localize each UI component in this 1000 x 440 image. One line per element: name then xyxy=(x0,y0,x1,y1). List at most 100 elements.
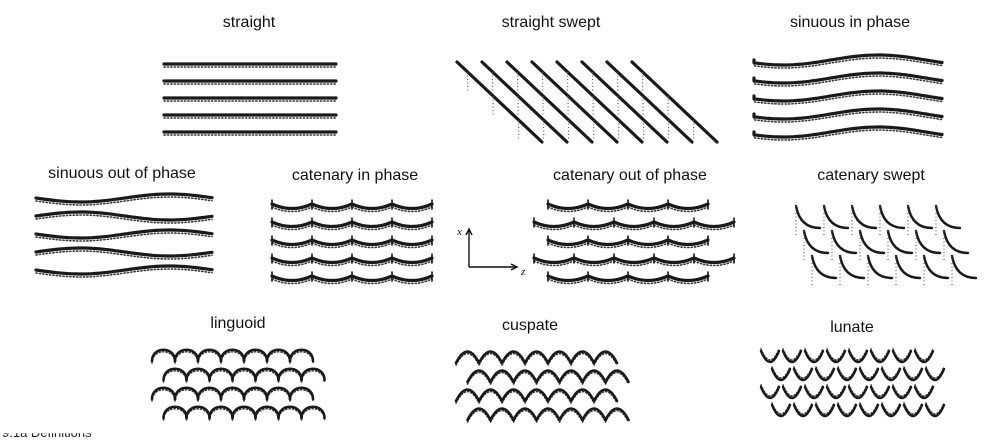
cuspate-ripple-crest xyxy=(477,350,504,365)
caption-fragment: 9.1a Definitions xyxy=(2,425,92,440)
cuspate-ripple-crest xyxy=(512,369,538,384)
cuspate-ripple-crest xyxy=(466,407,492,422)
cuspate-ripple-crest xyxy=(558,369,584,384)
catenary-out-of-phase-ripple-crest xyxy=(546,238,710,247)
swept-ripple-crest xyxy=(580,60,669,144)
catenary-swept-crest xyxy=(850,204,878,230)
sinuous-in-phase-ripple-crest xyxy=(752,107,944,121)
catenary-out-of-phase-ripple-lee-face xyxy=(533,224,735,231)
catenary-swept-crest xyxy=(894,254,922,280)
sinuous-in-phase-ripple-lee-face xyxy=(753,57,943,69)
lunate-ripple-crest xyxy=(891,349,913,364)
cuspate-ripple-crest xyxy=(592,350,619,365)
sinuous-in-phase-ripple-lee-face xyxy=(753,93,943,105)
catenary-out-of-phase-ripple-crest xyxy=(546,274,710,283)
lunate-ripple-crest xyxy=(825,349,847,364)
catenary-swept-crest xyxy=(950,254,978,280)
lunate-ripple-crest xyxy=(781,385,803,400)
catenary-swept-crest xyxy=(802,229,830,255)
sinuous-out-of-phase-ripple-crest xyxy=(34,210,214,222)
catenary-in-phase-ripple-crest xyxy=(270,220,434,229)
swept-ripple-crest xyxy=(455,60,544,144)
sinuous-out-of-phase-ripple-crest xyxy=(34,246,214,258)
cuspate-ripple-crest xyxy=(454,388,481,403)
cuspate-ripple-crest xyxy=(466,369,492,384)
cuspate-ripple-crest xyxy=(569,350,596,365)
swept-ripple-crest xyxy=(630,60,719,144)
catenary-out-of-phase-ripple-lee-face xyxy=(533,260,735,267)
cuspate-ripple-crest xyxy=(558,407,584,422)
cuspate-ripple-crest xyxy=(581,407,607,422)
ripple-straight-illustration xyxy=(162,62,338,136)
label-lunate: lunate xyxy=(830,319,874,336)
catenary-out-of-phase-ripple-crest xyxy=(546,202,710,211)
linguoid-ripple-crest xyxy=(288,348,315,363)
linguoid-ripple-crest xyxy=(288,386,315,401)
ripple-lunate-illustration xyxy=(759,348,946,418)
catenary-out-of-phase-ripple-crest xyxy=(532,256,736,265)
lunate-ripple-crest xyxy=(792,403,814,418)
catenary-swept-crest xyxy=(878,204,906,230)
swept-ripple-crest xyxy=(605,60,694,144)
lunate-ripple-crest xyxy=(880,403,902,418)
catenary-in-phase-ripple-crest xyxy=(270,238,434,247)
lunate-ripple-crest xyxy=(770,367,792,382)
sinuous-in-phase-ripple-lee-face xyxy=(753,75,943,87)
sinuous-in-phase-ripple-crest xyxy=(752,71,944,85)
sinuous-out-of-phase-ripple-lee-face xyxy=(35,196,213,206)
ripple-catenary-swept-illustration xyxy=(794,204,978,286)
sinuous-out-of-phase-ripple-lee-face xyxy=(35,232,213,242)
catenary-swept-crest xyxy=(942,229,970,255)
sinuous-in-phase-ripple-lee-face xyxy=(753,129,943,141)
axis-orientation-diagram: xz xyxy=(456,226,526,278)
sinuous-out-of-phase-ripple-crest xyxy=(34,264,214,276)
ripple-catenary-in-phase-illustration xyxy=(270,199,434,285)
catenary-out-of-phase-ripple-lee-face xyxy=(547,278,709,285)
linguoid-ripple-crest xyxy=(300,405,326,420)
catenary-swept-crest xyxy=(822,204,850,230)
catenary-in-phase-ripple-lee-face xyxy=(271,260,433,267)
lunate-ripple-crest xyxy=(814,367,836,382)
cuspate-ripple-crest xyxy=(546,350,573,365)
ripple-sinuous-out-of-phase-illustration xyxy=(34,192,214,278)
lunate-ripple-crest xyxy=(880,367,902,382)
label-straight: straight xyxy=(222,14,276,31)
label-cuspate: cuspate xyxy=(501,317,559,334)
ripple-straight-swept-illustration xyxy=(455,60,719,144)
catenary-swept-crest xyxy=(906,204,934,230)
x-axis-arrowhead xyxy=(465,227,473,236)
cuspate-ripple-crest xyxy=(500,388,527,403)
catenary-in-phase-ripple-crest xyxy=(270,202,434,211)
catenary-swept-crest xyxy=(838,254,866,280)
lunate-ripple-crest xyxy=(792,367,814,382)
cuspate-ripple-crest xyxy=(535,369,561,384)
catenary-in-phase-ripple-lee-face xyxy=(271,206,433,213)
cuspate-ripple-crest xyxy=(604,407,630,422)
sinuous-in-phase-ripple-crest xyxy=(752,89,944,103)
catenary-out-of-phase-ripple-lee-face xyxy=(547,242,709,249)
cuspate-ripple-crest xyxy=(592,388,619,403)
catenary-swept-crest xyxy=(886,229,914,255)
catenary-swept-crest xyxy=(914,229,942,255)
z-axis-label: z xyxy=(520,266,526,278)
cuspate-ripple-crest xyxy=(535,407,561,422)
catenary-in-phase-ripple-crest xyxy=(270,274,434,283)
lunate-ripple-crest xyxy=(913,385,935,400)
sinuous-out-of-phase-ripple-crest xyxy=(34,228,214,240)
catenary-in-phase-ripple-lee-face xyxy=(271,278,433,285)
sinuous-in-phase-ripple-lee-face xyxy=(753,111,943,123)
label-sinuous-out-of-phase: sinuous out of phase xyxy=(48,165,196,182)
catenary-swept-crest xyxy=(866,254,894,280)
lunate-ripple-crest xyxy=(869,385,891,400)
swept-ripple-crest xyxy=(530,60,619,144)
lunate-ripple-crest xyxy=(869,349,891,364)
lunate-ripple-crest xyxy=(814,403,836,418)
label-sinuous-in-phase: sinuous in phase xyxy=(789,14,911,31)
catenary-swept-crest xyxy=(858,229,886,255)
lunate-ripple-crest xyxy=(924,403,946,418)
catenary-swept-crest xyxy=(830,229,858,255)
sinuous-in-phase-ripple-crest xyxy=(752,125,944,139)
swept-ripple-crest xyxy=(555,60,644,144)
lunate-ripple-crest xyxy=(759,349,781,364)
sinuous-out-of-phase-ripple-crest xyxy=(34,192,214,204)
